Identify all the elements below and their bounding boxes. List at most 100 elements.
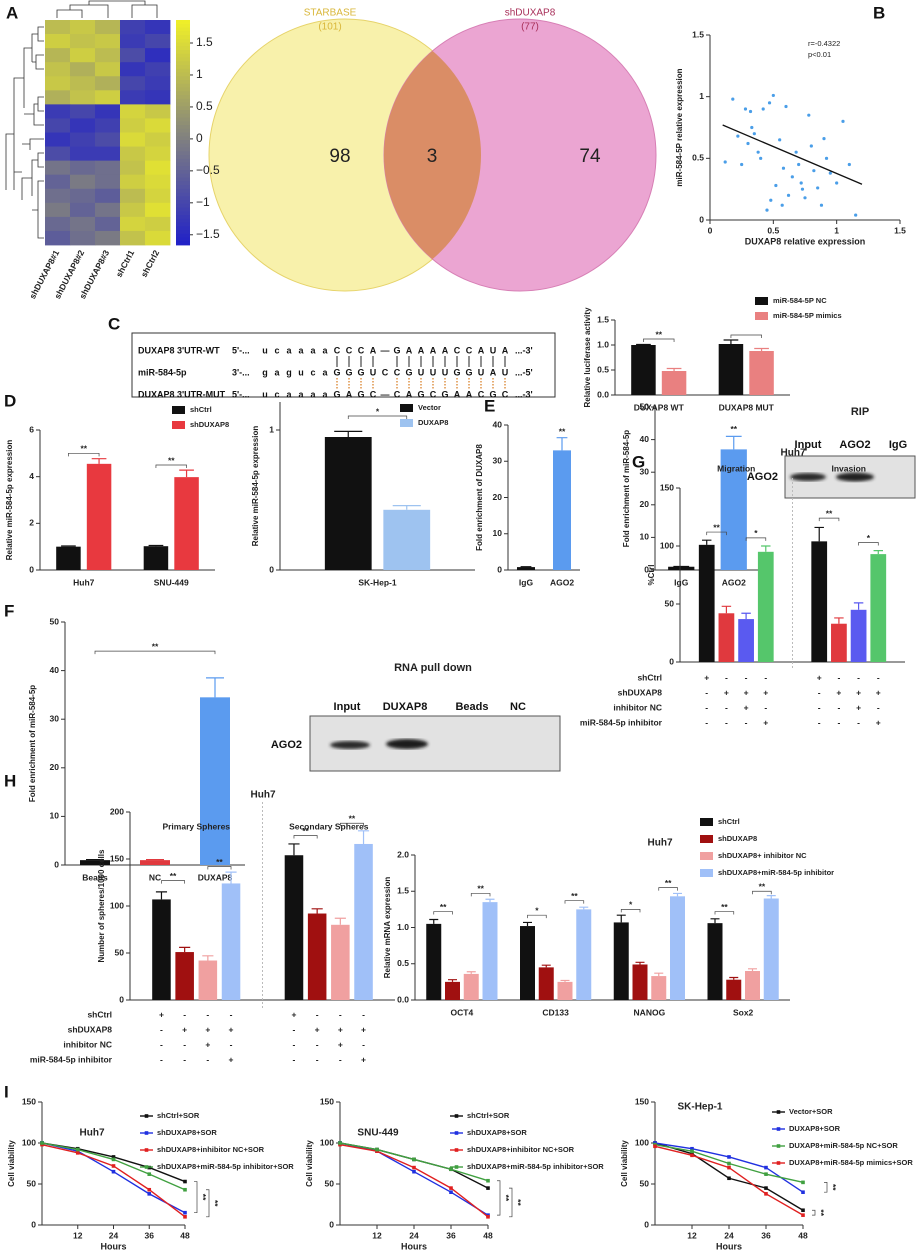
y-tick-label: 1.5 (397, 886, 409, 896)
y-tick-label: 0.0 (597, 389, 609, 399)
x-tick-label: 12 (73, 1230, 83, 1240)
point (841, 119, 845, 123)
marker (412, 1169, 416, 1174)
colorbar-step (176, 65, 190, 70)
heatmap-cell (95, 34, 121, 49)
colorbar-step (176, 98, 190, 103)
colorbar-step (176, 170, 190, 175)
table-cell: - (877, 672, 880, 682)
heatmap-cell (145, 188, 171, 204)
table-cell: + (361, 1054, 366, 1064)
table-cell: - (764, 702, 767, 712)
table-cell: + (291, 1009, 296, 1019)
sequence-token: a (298, 389, 304, 399)
annotation: r=-0.4322 (808, 39, 840, 48)
heatmap-cell (145, 216, 171, 232)
significance-label: ** (440, 902, 447, 912)
colorbar-step (176, 207, 190, 212)
panel-label: I (4, 1082, 9, 1101)
sequence-token: — (381, 345, 390, 355)
y-tick-label: 10 (493, 528, 503, 538)
bar (698, 544, 715, 662)
heatmap-cell (45, 216, 71, 232)
legend-label: Vector (418, 403, 441, 412)
legend-marker (144, 1114, 149, 1118)
table-cell: - (837, 702, 840, 712)
panel-label: C (108, 314, 120, 333)
point (824, 156, 829, 160)
sequence-token: A (478, 345, 485, 355)
heatmap-cell (70, 34, 96, 49)
bar (749, 351, 774, 395)
legend-swatch (700, 818, 713, 826)
marker (727, 1176, 731, 1181)
point (761, 107, 765, 111)
colorbar-step (176, 143, 190, 148)
legend-label: Vector+SOR (789, 1107, 833, 1116)
sequence-token: C (346, 345, 353, 355)
significance-bracket (161, 880, 186, 884)
heatmap-cell (95, 174, 121, 190)
colorbar-step (176, 233, 190, 238)
marker (449, 1167, 453, 1172)
marker (147, 1187, 152, 1192)
table-cell: + (856, 687, 861, 697)
y-tick-label: 20 (640, 499, 650, 509)
marker (653, 1144, 657, 1149)
bar (354, 843, 373, 1000)
x-tick-label: 12 (372, 1230, 382, 1240)
y-tick-label: 0 (644, 564, 649, 574)
bar (517, 567, 535, 570)
marker (764, 1172, 768, 1176)
colorbar-step (176, 158, 190, 163)
significance-label: ** (571, 891, 578, 901)
legend-swatch (700, 852, 713, 860)
significance-label: * (376, 406, 380, 416)
heatmap-cell (145, 76, 171, 91)
marker (801, 1180, 805, 1185)
blot-title: RIP (851, 406, 869, 418)
sequence-token: u (298, 367, 304, 377)
table-cell: - (764, 672, 767, 682)
table-cell: - (857, 672, 860, 682)
y-tick-label: 30 (50, 713, 60, 723)
heatmap-cell (120, 118, 146, 133)
bar (175, 952, 194, 1000)
heatmap-cell (70, 48, 96, 63)
point (778, 138, 782, 142)
bar (520, 926, 535, 1000)
table-cell: + (763, 687, 768, 697)
heatmap-cell (120, 202, 146, 218)
chart-title: SNU-449 (357, 1128, 399, 1139)
bar (718, 344, 744, 395)
significance-bracket (658, 887, 678, 891)
bar (324, 437, 372, 570)
legend-label: shCtrl+SOR (157, 1111, 200, 1120)
legend-label: shDUXAP8+miR-584-5p inhibitor+SOR (157, 1162, 294, 1171)
sequence-token: c (274, 345, 279, 355)
sequence-token: U (370, 367, 377, 377)
marker (690, 1149, 694, 1153)
table-cell: + (763, 717, 768, 727)
colorbar-step (176, 53, 190, 58)
legend-label: shCtrl (190, 405, 212, 414)
category-label: SK-Hep-1 (358, 577, 397, 587)
colorbar-step (176, 38, 190, 43)
colorbar-step (176, 110, 190, 115)
heatmap-cell (145, 20, 171, 35)
sequence-token: a (274, 367, 280, 377)
sequence-token: G (417, 389, 424, 399)
sequence-token: a (298, 345, 304, 355)
point (847, 162, 851, 167)
heatmap-cell (45, 230, 71, 246)
sequence-token: a (322, 345, 328, 355)
colorbar-step (176, 218, 190, 223)
error-bar (721, 605, 732, 614)
y-tick-label: 4 (29, 471, 34, 481)
error-bar (61, 545, 76, 547)
heatmap-cell (70, 62, 96, 77)
point (756, 150, 760, 154)
colorbar-step (176, 177, 190, 182)
y-tick-label: 20 (493, 492, 503, 502)
legend-swatch (755, 297, 768, 305)
